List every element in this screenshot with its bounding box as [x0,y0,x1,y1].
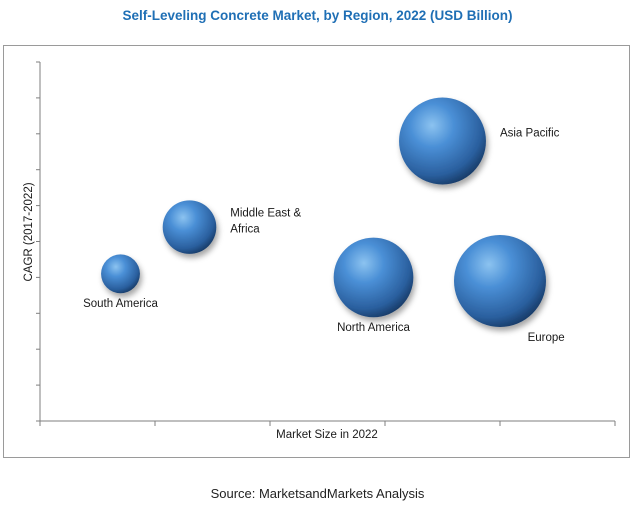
bubble-label-line: Europe [528,332,565,344]
bubble-label-line: South America [83,298,158,310]
bubble-south-america [101,254,140,294]
bubble-middle-east-and-africa [162,200,217,254]
bubble-label-middle-east-and-africa: Middle East & Africa [230,207,301,235]
bubble-label-line: North America [337,322,410,334]
bubble-label-line: Asia Pacific [500,128,560,140]
bubble-north-america [333,237,414,318]
x-axis-label: Market Size in 2022 [276,429,378,441]
bubble-label-asia-pacific: Asia Pacific [500,128,560,140]
bubble-asia-pacific [399,97,486,185]
chart-title: Self-Leveling Concrete Market, by Region… [122,8,513,23]
source-note: Source: MarketsandMarkets Analysis [210,486,425,501]
bubble-label-north-america: North America [337,322,410,334]
plot-frame [3,45,630,458]
axes [36,61,616,426]
bubble-label-south-america: South America [83,298,158,310]
bubble-label-line: Middle East & [230,207,301,219]
bubble-europe [454,234,546,327]
bubble-label-line: Africa [230,223,260,235]
y-axis-label: CAGR (2017-2022) [23,182,35,281]
bubbles: South America Middle East & Africa North Am… [83,97,565,344]
bubble-label-europe: Europe [528,332,565,344]
